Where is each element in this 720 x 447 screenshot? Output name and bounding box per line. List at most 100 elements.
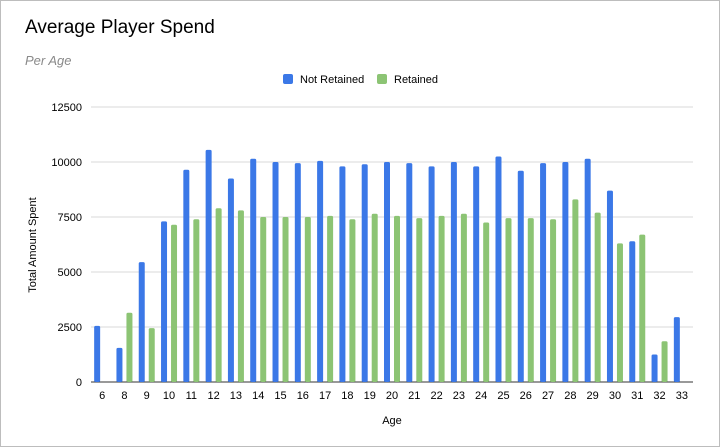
bar-retained — [148, 328, 155, 382]
x-tick-label: 11 — [186, 390, 197, 402]
bar-retained — [527, 218, 534, 382]
x-tick-label: 13 — [230, 390, 242, 402]
bar-not-retained — [428, 166, 435, 382]
y-tick-label: 7500 — [58, 212, 82, 224]
bar-retained — [193, 219, 200, 382]
bar-retained — [616, 243, 623, 382]
bar-not-retained — [384, 162, 390, 382]
bar-retained — [215, 208, 222, 382]
bar-not-retained — [161, 221, 168, 382]
bar-retained — [260, 217, 267, 382]
bar-retained — [171, 224, 178, 382]
y-tick-label: 2500 — [58, 322, 82, 334]
x-tick-label: 21 — [408, 390, 420, 402]
legend-label: Not Retained — [300, 74, 364, 86]
y-tick-label: 10000 — [51, 157, 82, 169]
x-tick-label: 14 — [252, 390, 264, 402]
bar-not-retained — [183, 169, 190, 382]
bar-not-retained — [517, 170, 524, 382]
x-axis-label: Age — [382, 415, 402, 427]
bar-not-retained — [562, 162, 569, 382]
bar-not-retained — [450, 162, 457, 382]
bar-not-retained — [495, 156, 502, 382]
bars — [94, 149, 680, 382]
bar-retained — [572, 199, 579, 382]
chart-subtitle: Per Age — [25, 53, 72, 68]
legend-swatch — [377, 74, 387, 84]
bar-not-retained — [651, 354, 658, 382]
bar-retained — [327, 215, 334, 382]
bar-retained — [304, 217, 311, 382]
y-axis-label: Total Amount Spent — [27, 197, 39, 292]
bar-retained — [371, 213, 378, 382]
x-tick-label: 23 — [453, 390, 465, 402]
bar-not-retained — [540, 163, 547, 382]
bar-not-retained — [250, 158, 257, 382]
legend-item-retained: Retained — [377, 74, 438, 86]
bar-retained — [349, 219, 356, 382]
bar-not-retained — [339, 166, 346, 382]
bar-not-retained — [317, 160, 324, 382]
x-tick-label: 33 — [676, 390, 688, 402]
x-tick-label: 8 — [121, 390, 127, 402]
legend-label: Retained — [394, 74, 438, 86]
x-tick-label: 20 — [386, 390, 398, 402]
x-tick-label: 25 — [497, 390, 509, 402]
x-tick-label: 10 — [163, 390, 175, 402]
x-tick-label: 19 — [364, 390, 376, 402]
legend-item-not-retained: Not Retained — [283, 74, 364, 86]
x-tick-label: 17 — [319, 390, 331, 402]
bar-retained — [394, 215, 400, 382]
legend: Not Retained Retained — [283, 74, 438, 86]
x-axis-ticks: 6 8 9 10 11 12 13 14 15 16 17 18 19 20 21 22 23 24 25 26 27 2… — [99, 390, 688, 402]
bar-retained — [460, 213, 467, 382]
bar-retained — [661, 341, 668, 382]
bar-retained — [438, 215, 445, 382]
bar-not-retained — [406, 163, 413, 382]
legend-swatch — [283, 74, 293, 84]
bar-retained — [639, 234, 646, 382]
y-tick-label: 0 — [76, 377, 82, 389]
x-tick-label: 26 — [520, 390, 532, 402]
x-tick-label: 32 — [653, 390, 665, 402]
bar-retained — [483, 222, 490, 382]
x-tick-label: 30 — [609, 390, 621, 402]
x-tick-label: 28 — [564, 390, 576, 402]
x-tick-label: 31 — [631, 390, 643, 402]
gridlines — [91, 106, 693, 383]
bar-not-retained — [473, 166, 480, 382]
x-tick-label: 12 — [208, 390, 220, 402]
bar-not-retained — [606, 190, 613, 382]
bar-not-retained — [584, 158, 591, 382]
bar-retained — [416, 218, 423, 382]
bar-not-retained — [227, 178, 234, 382]
y-tick-label: 5000 — [58, 267, 82, 279]
x-tick-label: 6 — [99, 390, 105, 402]
bar-not-retained — [116, 347, 123, 382]
bar-retained — [237, 210, 244, 382]
bar-not-retained — [272, 162, 279, 382]
x-tick-label: 24 — [475, 390, 487, 402]
x-tick-label: 18 — [341, 390, 353, 402]
y-axis-ticks: 0 2500 5000 7500 10000 12500 — [51, 102, 82, 389]
bar-retained — [282, 217, 289, 382]
bar-retained — [126, 312, 133, 382]
x-tick-label: 22 — [430, 390, 442, 402]
x-tick-label: 15 — [274, 390, 286, 402]
y-tick-label: 12500 — [51, 102, 82, 114]
bar-retained — [550, 219, 557, 382]
bar-not-retained — [361, 164, 368, 382]
bar-retained — [505, 218, 512, 382]
bar-not-retained — [673, 317, 680, 382]
bar-not-retained — [138, 262, 145, 382]
x-tick-label: 16 — [297, 390, 309, 402]
bar-not-retained — [205, 149, 212, 382]
bar-not-retained — [294, 163, 301, 382]
x-tick-label: 29 — [587, 390, 599, 402]
bar-not-retained — [629, 241, 636, 382]
bar-retained — [594, 212, 601, 382]
x-tick-label: 9 — [144, 390, 150, 402]
chart-title: Average Player Spend — [25, 17, 215, 38]
